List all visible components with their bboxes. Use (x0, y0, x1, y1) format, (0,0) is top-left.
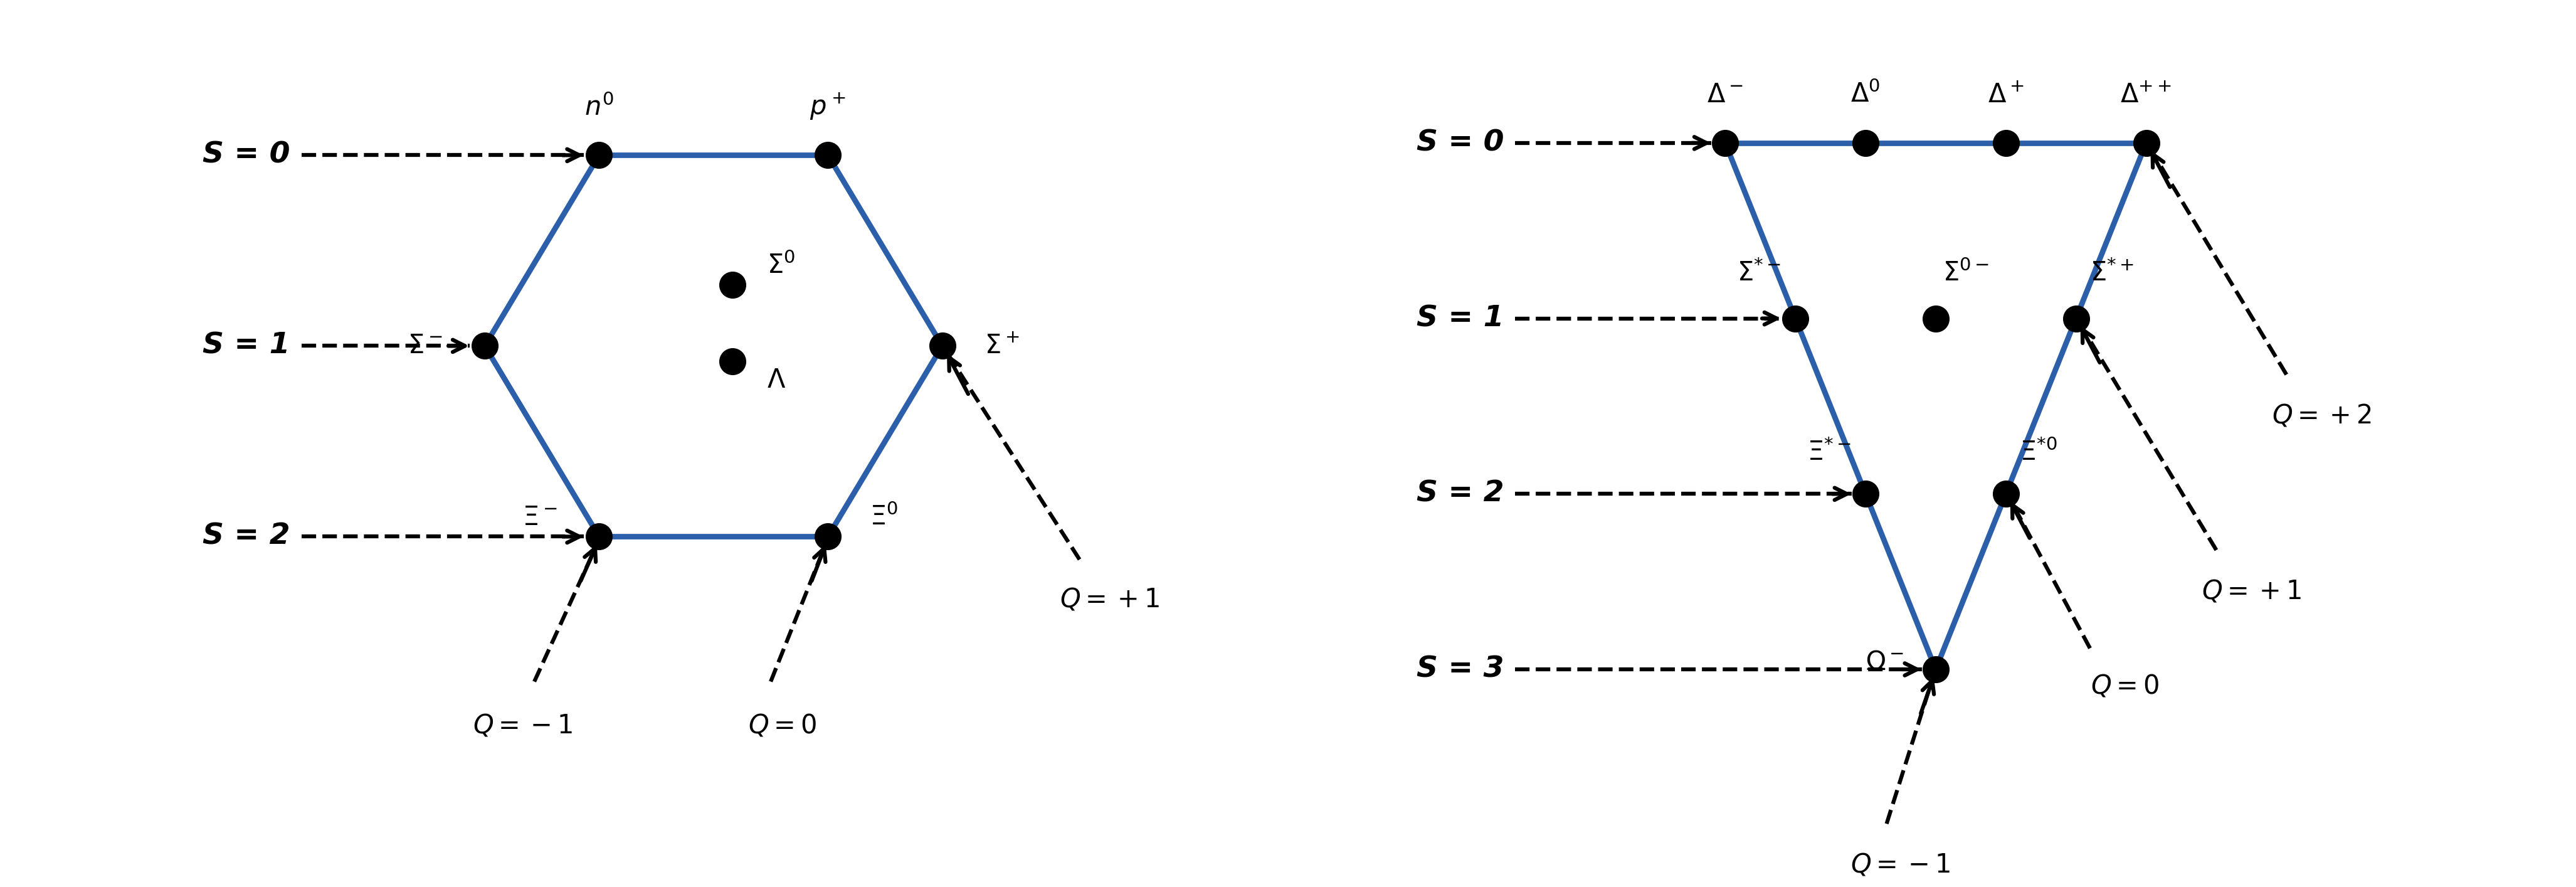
Point (1914, 663, 1955, 677)
Text: $Q=0$: $Q=0$ (2092, 673, 2159, 699)
Point (806, 530, 848, 544)
Text: $\Delta^0$: $\Delta^0$ (1850, 82, 1880, 108)
Text: $\Delta^{++}$: $\Delta^{++}$ (2120, 82, 2172, 108)
Point (580, 148, 621, 162)
Text: $\Sigma^{0-}$: $\Sigma^{0-}$ (1942, 260, 1989, 287)
Point (922, 339, 963, 353)
Text: $n^0$: $n^0$ (585, 94, 613, 121)
Point (711, 278, 752, 292)
Point (464, 339, 505, 353)
Text: $\Xi^{*0}$: $\Xi^{*0}$ (2020, 439, 2058, 466)
Text: $\Sigma^-$: $\Sigma^-$ (407, 333, 443, 359)
Text: $\Omega^-$: $\Omega^-$ (1865, 649, 1904, 676)
Text: $Q=-1$: $Q=-1$ (1850, 852, 1950, 878)
Text: $Q=-1$: $Q=-1$ (474, 712, 572, 738)
Text: $\Sigma^{*-}$: $\Sigma^{*-}$ (1736, 260, 1783, 287)
Text: $\Xi^{*-}$: $\Xi^{*-}$ (1808, 439, 1852, 466)
Point (711, 354, 752, 368)
Text: $\Sigma^+$: $\Sigma^+$ (984, 333, 1020, 359)
Point (2125, 136, 2166, 150)
Text: S = 3: S = 3 (1417, 655, 1504, 684)
Text: $Q=+1$: $Q=+1$ (1059, 586, 1159, 613)
Text: S = 0: S = 0 (204, 141, 291, 169)
Point (806, 148, 848, 162)
Text: $Q=+1$: $Q=+1$ (2202, 578, 2300, 604)
Text: S = 0: S = 0 (1417, 129, 1504, 157)
Point (1775, 311, 1816, 326)
Text: S = 2: S = 2 (1417, 480, 1504, 508)
Text: $\Xi^0$: $\Xi^0$ (871, 504, 899, 531)
Point (2056, 311, 2097, 326)
Text: S = 1: S = 1 (204, 332, 291, 360)
Text: $\Sigma^{*+}$: $\Sigma^{*+}$ (2089, 260, 2133, 287)
Text: S = 2: S = 2 (204, 522, 291, 551)
Text: $Q=+2$: $Q=+2$ (2272, 403, 2372, 429)
Text: $\Sigma^0$: $\Sigma^0$ (768, 253, 796, 279)
Point (1705, 136, 1747, 150)
Point (1844, 487, 1886, 501)
Point (1914, 311, 1955, 326)
Text: $\Xi^-$: $\Xi^-$ (523, 505, 556, 530)
Text: S = 1: S = 1 (1417, 304, 1504, 333)
Point (1844, 136, 1886, 150)
Text: $\Delta^+$: $\Delta^+$ (1989, 82, 2025, 108)
Text: $Q=0$: $Q=0$ (747, 712, 817, 738)
Text: $\Delta^-$: $\Delta^-$ (1708, 82, 1744, 108)
Text: $\Lambda$: $\Lambda$ (768, 367, 786, 394)
Point (580, 530, 621, 544)
Point (1986, 487, 2027, 501)
Text: $p^+$: $p^+$ (809, 90, 845, 121)
Point (1986, 136, 2027, 150)
